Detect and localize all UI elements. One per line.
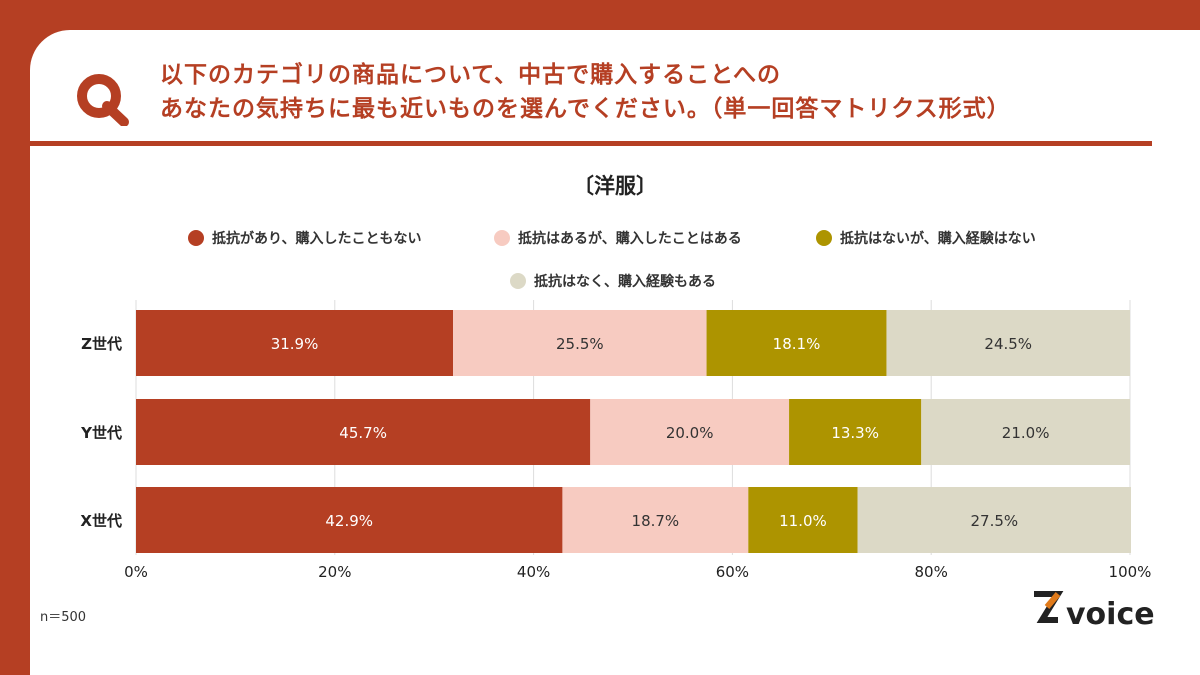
data-label: 18.7% (632, 512, 680, 530)
category-label: Y世代 (80, 424, 122, 442)
legend-item-1: 抵抗があり、購入したこともない (188, 228, 421, 248)
x-tick-label: 80% (915, 563, 948, 581)
bar-segment (453, 310, 707, 376)
data-label: 18.1% (773, 335, 821, 353)
question-line-1: 以下のカテゴリの商品について、中古で購入することへの (160, 62, 782, 88)
x-tick-label: 0% (124, 563, 148, 581)
x-tick-label: 60% (716, 563, 749, 581)
legend-item-3: 抵抗はないが、購入経験はない (816, 228, 1036, 248)
bar-segment (706, 310, 887, 376)
legend-swatch-1 (188, 230, 204, 246)
data-label: 42.9% (325, 512, 373, 530)
chart-title: 〔洋服〕 (573, 174, 657, 198)
category-label: X世代 (80, 512, 122, 530)
category-label: Z世代 (81, 335, 122, 353)
bar-segment (136, 399, 591, 465)
legend-swatch-4 (510, 273, 526, 289)
legend-swatch-2 (494, 230, 510, 246)
bar-segment (886, 310, 1130, 376)
question-q-icon (77, 74, 129, 126)
bar-segment (562, 487, 749, 553)
legend-label-4: 抵抗はなく、購入経験もある (534, 274, 716, 290)
legend-item-2: 抵抗はあるが、購入したことはある (494, 228, 742, 248)
header-divider (30, 141, 1152, 146)
data-label: 31.9% (271, 335, 319, 353)
question-line-2: あなたの気持ちに最も近いものを選んでください。（単一回答マトリクス形式） (160, 96, 1011, 122)
legend-item-4: 抵抗はなく、購入経験もある (510, 271, 716, 291)
data-label: 45.7% (339, 424, 387, 442)
legend-label-1: 抵抗があり、購入したこともない (212, 231, 422, 247)
legend-label-2: 抵抗はあるが、購入したことはある (518, 231, 742, 247)
data-label: 27.5% (970, 512, 1018, 530)
legend-swatch-3 (816, 230, 832, 246)
data-label: 21.0% (1002, 424, 1050, 442)
data-label: 11.0% (779, 512, 827, 530)
sample-size-note: n＝500 (40, 610, 87, 625)
data-label: 13.3% (831, 424, 879, 442)
x-tick-label: 20% (318, 563, 351, 581)
bar-segment (590, 399, 790, 465)
legend-label-3: 抵抗はないが、購入経験はない (840, 231, 1036, 247)
data-label: 25.5% (556, 335, 604, 353)
bar-segment (921, 399, 1130, 465)
data-label: 20.0% (666, 424, 714, 442)
x-tick-label: 40% (517, 563, 550, 581)
zvoice-logo: voice (1034, 591, 1155, 630)
bar-segment (136, 310, 454, 376)
bar-segment (136, 487, 563, 553)
logo-text: voice (1066, 597, 1155, 630)
bar-segment (748, 487, 858, 553)
data-label: 24.5% (984, 335, 1032, 353)
bar-segment (857, 487, 1131, 553)
x-tick-label: 100% (1109, 563, 1152, 581)
question-text: 以下のカテゴリの商品について、中古で購入することへの あなたの気持ちに最も近いも… (160, 58, 1160, 126)
bar-segment (789, 399, 922, 465)
